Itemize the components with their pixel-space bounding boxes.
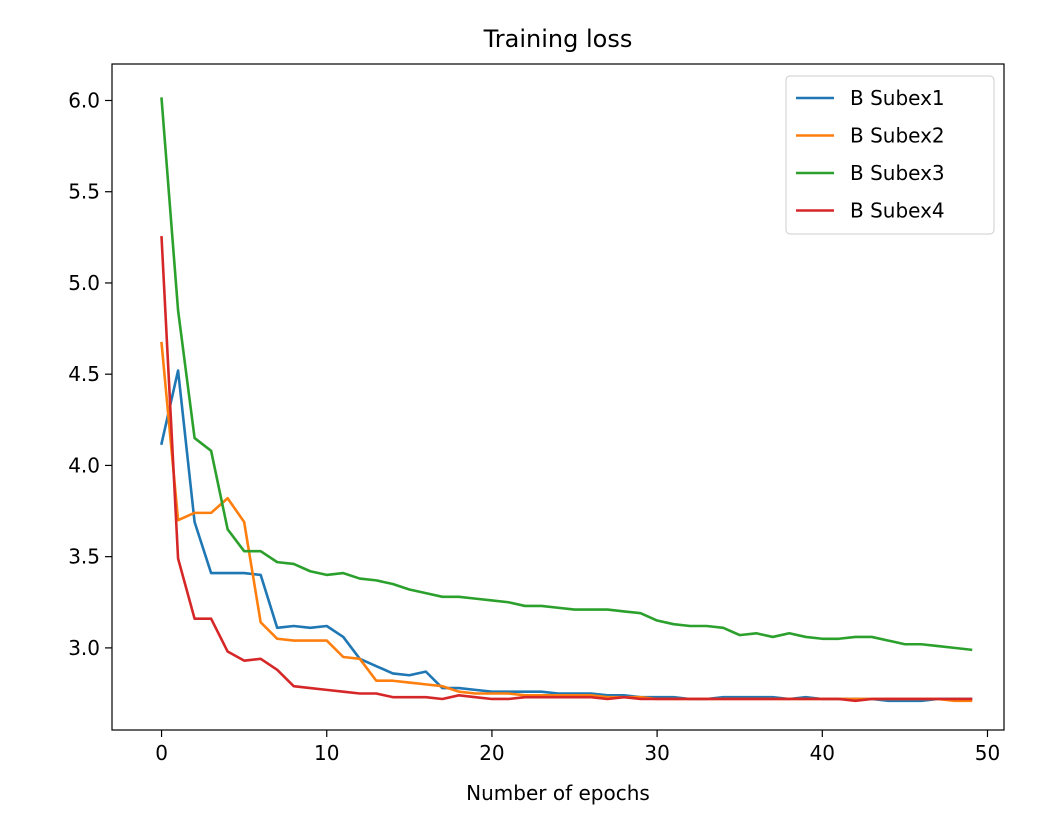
x-tick-label: 40 bbox=[810, 741, 835, 765]
y-tick-label: 6.0 bbox=[68, 88, 100, 112]
legend-box bbox=[785, 75, 995, 235]
x-tick-label: 0 bbox=[155, 741, 168, 765]
legend: B Subex1 B Subex2 B Subex3 B Subex4 bbox=[785, 75, 995, 235]
series-layer bbox=[160, 97, 973, 703]
legend-label-1: B Subex1 bbox=[850, 86, 945, 110]
y-tick-label: 3.0 bbox=[68, 636, 100, 660]
legend-label-3: B Subex3 bbox=[850, 161, 945, 185]
series-line-4 bbox=[160, 235, 973, 703]
chart-title: Training loss bbox=[483, 25, 633, 53]
x-axis: 0 10 20 30 40 50 bbox=[155, 730, 1000, 765]
y-tick-label: 5.5 bbox=[68, 180, 100, 204]
series-line-3 bbox=[160, 97, 973, 652]
plot-frame bbox=[111, 63, 1005, 731]
y-tick-label: 3.5 bbox=[68, 545, 100, 569]
legend-label-4: B Subex4 bbox=[850, 199, 945, 223]
legend-label-2: B Subex2 bbox=[850, 124, 945, 148]
y-tick-label: 5.0 bbox=[68, 271, 100, 295]
x-tick-label: 30 bbox=[644, 741, 669, 765]
y-axis: 3.0 3.5 4.0 4.5 5.0 5.5 6.0 bbox=[68, 88, 112, 660]
y-tick-label: 4.0 bbox=[68, 453, 100, 477]
x-tick-label: 10 bbox=[314, 741, 339, 765]
y-tick-label: 4.5 bbox=[68, 362, 100, 386]
x-axis-title: Number of epochs bbox=[466, 781, 650, 805]
x-tick-label: 20 bbox=[479, 741, 504, 765]
x-tick-label: 50 bbox=[975, 741, 1000, 765]
